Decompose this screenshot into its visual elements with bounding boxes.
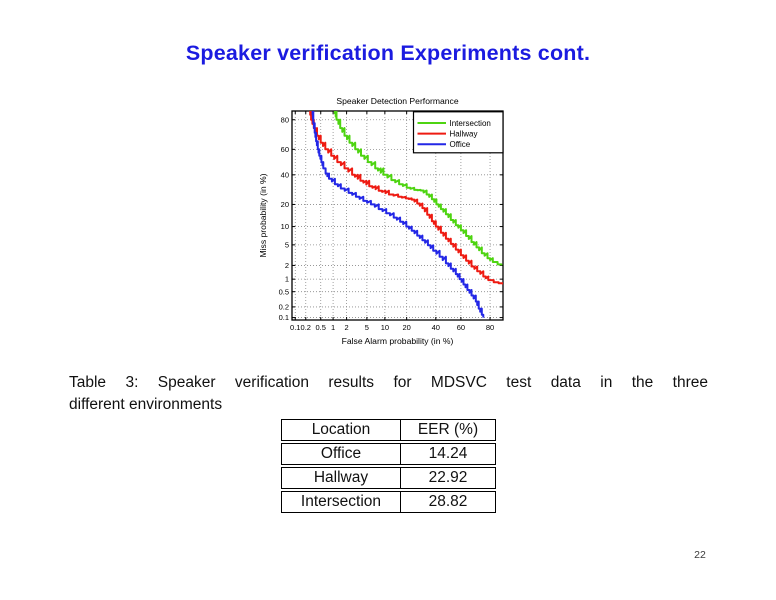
- header-eer: EER (%): [400, 420, 495, 440]
- cell-eer: 28.82: [400, 492, 495, 512]
- svg-text:False Alarm probability (in %): False Alarm probability (in %): [342, 336, 454, 346]
- svg-text:0.2: 0.2: [279, 303, 289, 312]
- svg-text:Speaker Detection Performance: Speaker Detection Performance: [336, 96, 459, 106]
- page-number: 22: [694, 549, 706, 561]
- results-table: Location EER (%) Office 14.24 Hallway 22…: [281, 419, 496, 515]
- det-plot-svg: 0.1 0.2 0.5 1 2 5 10 20 40 60 800.10.20.5125102040…: [258, 96, 504, 346]
- svg-text:80: 80: [281, 115, 289, 124]
- chart-title: Speaker Detection Performance: [336, 96, 459, 106]
- cell-location: Office: [320, 445, 362, 462]
- cell-location: Intersection: [300, 493, 382, 510]
- caption-line-2: different environments: [69, 396, 223, 413]
- x-tick-labels: 0.1 0.2 0.5 1 2 5 10 20 40 60 80: [290, 323, 494, 332]
- svg-text:Miss probability (in %): Miss probability (in %): [258, 173, 268, 257]
- curve-office: [311, 111, 485, 318]
- cell-eer: 22.92: [400, 468, 495, 488]
- grid: [292, 111, 503, 320]
- svg-text:80: 80: [486, 323, 494, 332]
- svg-text:2: 2: [285, 261, 289, 270]
- svg-text:1: 1: [331, 323, 335, 332]
- svg-text:0.1: 0.1: [279, 313, 289, 322]
- cell-location: Hallway: [313, 469, 369, 486]
- curve-hallway: [309, 111, 503, 285]
- svg-text:20: 20: [402, 323, 410, 332]
- axes: [291, 110, 504, 321]
- svg-text:40: 40: [281, 170, 289, 179]
- table-row: Office 14.24: [281, 443, 496, 465]
- slide-title: Speaker verification Experiments cont.: [185, 41, 591, 65]
- det-chart: 0.1 0.2 0.5 1 2 5 10 20 40 60 80 0.1 0.2 0.5 1 2 5 10 20 40…: [253, 90, 515, 356]
- y-tick-labels: 0.10.2 0.5 1 2 5 10 20 40 60 80: [279, 115, 289, 322]
- svg-text:10: 10: [381, 323, 389, 332]
- svg-text:2: 2: [345, 323, 349, 332]
- svg-text:5: 5: [285, 240, 289, 249]
- svg-text:10: 10: [281, 222, 289, 231]
- svg-text:0.5: 0.5: [279, 287, 289, 296]
- svg-text:0.2: 0.2: [301, 323, 311, 332]
- svg-text:60: 60: [281, 145, 289, 154]
- svg-text:Hallway: Hallway: [450, 130, 478, 139]
- x-axis-label: False Alarm probability (in %): [342, 336, 454, 346]
- header-location: Location: [311, 421, 371, 438]
- svg-text:1: 1: [285, 275, 289, 284]
- caption-line-1: Table 3: Speaker verification results fo…: [69, 374, 708, 391]
- det-curves: [309, 111, 503, 318]
- curve-intersection: [333, 111, 503, 266]
- y-axis-label: Miss probability (in %): [258, 173, 268, 257]
- table-header-row: Location EER (%): [281, 419, 496, 441]
- table-row: Intersection 28.82: [281, 491, 496, 513]
- svg-text:60: 60: [457, 323, 465, 332]
- table-row: Hallway 22.92: [281, 467, 496, 489]
- svg-text:Intersection: Intersection: [450, 119, 491, 128]
- svg-text:0.5: 0.5: [316, 323, 326, 332]
- svg-text:5: 5: [365, 323, 369, 332]
- svg-text:40: 40: [432, 323, 440, 332]
- table-caption: Table 3: Speaker verification results fo…: [69, 372, 708, 416]
- svg-text:20: 20: [281, 200, 289, 209]
- cell-eer: 14.24: [400, 444, 495, 464]
- svg-text:Office: Office: [450, 140, 471, 149]
- svg-text:0.1: 0.1: [290, 323, 300, 332]
